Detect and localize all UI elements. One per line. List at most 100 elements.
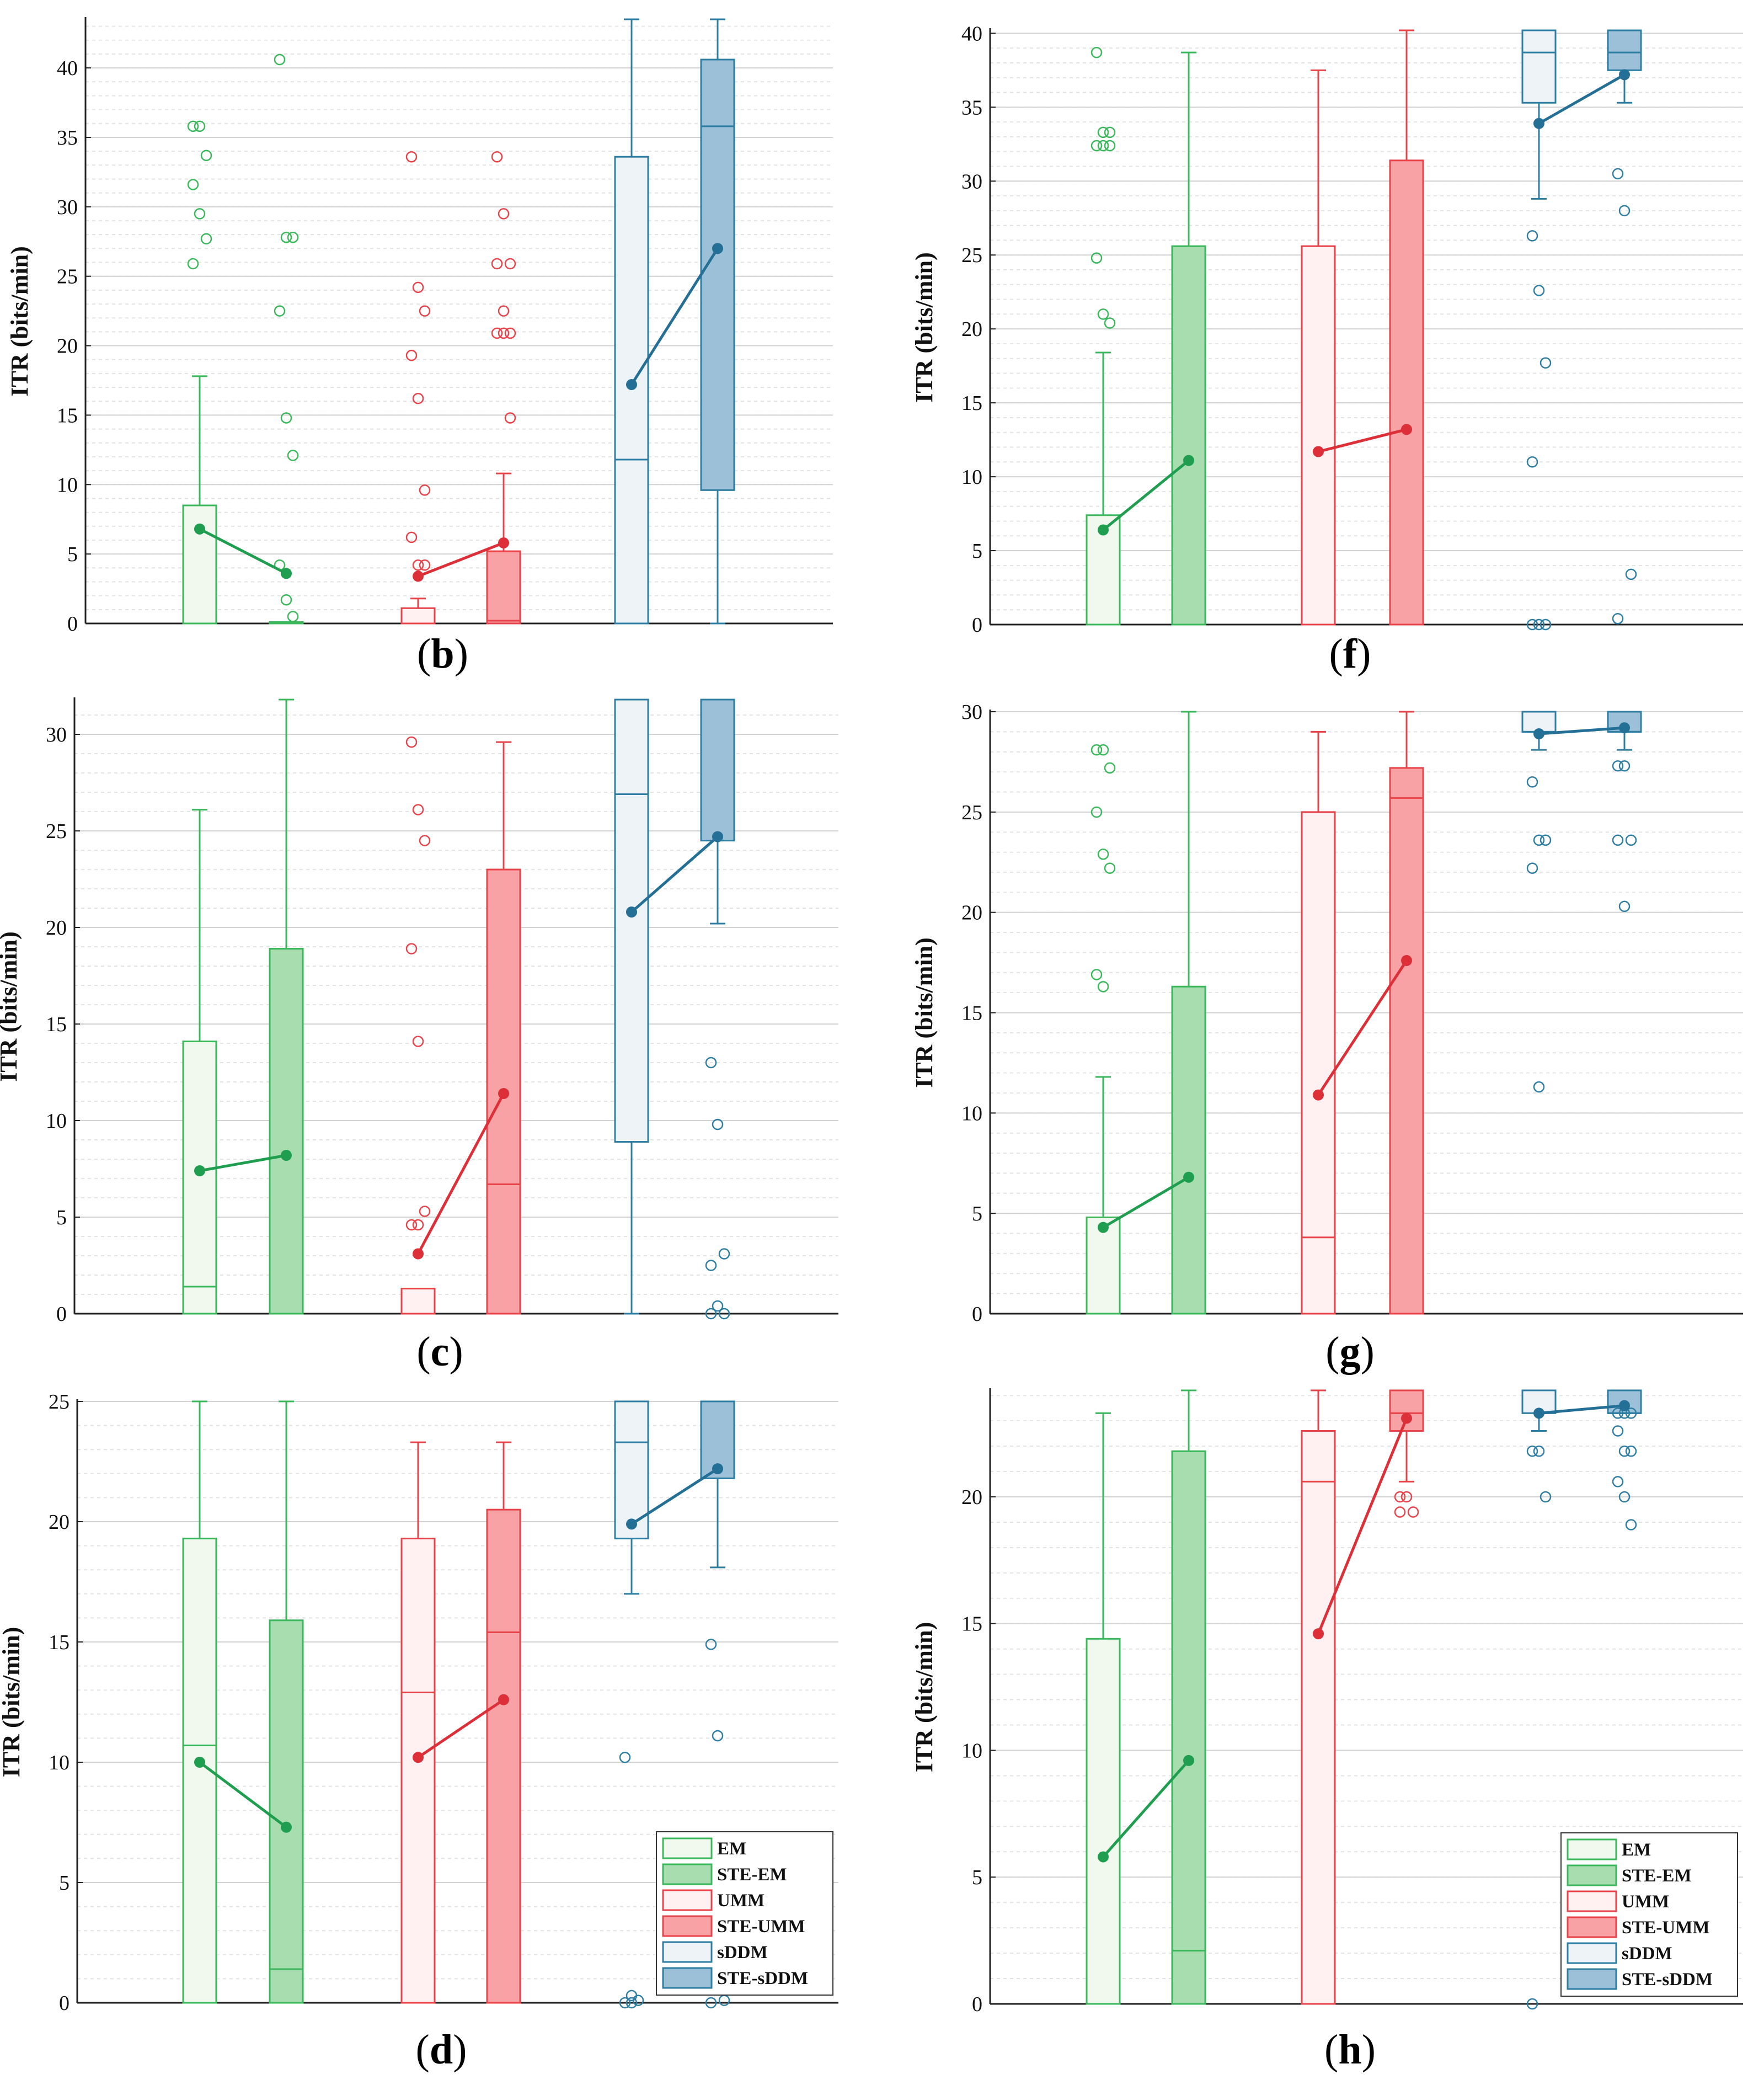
y-tick-label: 15 (57, 404, 78, 427)
outlier-point (705, 1057, 717, 1069)
y-tick-label: 15 (49, 1631, 70, 1654)
outlier-point (280, 412, 292, 424)
outlier-point (1540, 618, 1552, 631)
legend-swatch (662, 1863, 713, 1885)
mean-point (413, 1248, 424, 1260)
y-tick-label: 40 (961, 22, 982, 45)
mean-line-sDDM (630, 835, 719, 913)
mean-point (498, 537, 509, 548)
outlier-point (1625, 1407, 1637, 1419)
outlier-point (200, 150, 212, 161)
panel-letter: (d) (416, 2027, 467, 2073)
box-EM (1086, 744, 1121, 1315)
outlier-point (1612, 1476, 1624, 1487)
box-EM (1086, 1412, 1121, 2005)
y-tick-label: 10 (961, 1102, 982, 1125)
mean-point (1313, 1628, 1324, 1640)
y-tick-label: 30 (46, 723, 67, 746)
outlier-point (1407, 1506, 1419, 1518)
legend-label: STE-UMM (717, 1917, 805, 1937)
outlier-point (1394, 1491, 1406, 1503)
outlier-point (705, 1308, 717, 1320)
outlier-point (1612, 1425, 1624, 1437)
y-tick-label: 35 (57, 126, 78, 150)
box-UMM (400, 736, 436, 1315)
outlier-point (1533, 834, 1545, 846)
box-iqr (1086, 1638, 1121, 2005)
legend-swatch (1567, 1838, 1617, 1860)
box-iqr (1086, 1216, 1121, 1315)
outlier-point (504, 412, 516, 424)
outlier-point (1612, 168, 1624, 180)
box-STE-UMM (1389, 711, 1424, 1315)
outlier-point (287, 611, 299, 622)
y-tick-label: 30 (57, 196, 78, 219)
box-STE-EM (269, 54, 304, 625)
box-EM (182, 120, 217, 625)
mean-point (1183, 1171, 1194, 1183)
box-UMM (1301, 1389, 1336, 2005)
box-UMM (400, 151, 436, 625)
outlier-point (1625, 568, 1637, 580)
mean-point (498, 1088, 509, 1099)
y-tick-label: 40 (57, 57, 78, 80)
outlier-point (705, 1260, 717, 1271)
y-tick-label: 0 (972, 614, 982, 637)
mean-point (1313, 1089, 1324, 1101)
outlier-point (187, 179, 199, 190)
mean-point (626, 1518, 637, 1530)
outlier-point (712, 1300, 724, 1312)
y-tick-label: 0 (972, 1993, 982, 2016)
outlier-point (1097, 980, 1109, 993)
mean-line-EM (1102, 459, 1190, 531)
mean-point (626, 379, 637, 391)
box-STE-EM (1171, 711, 1206, 1315)
box-STE-EM (1171, 1389, 1206, 2005)
outlier-point (1526, 456, 1538, 468)
box-iqr (614, 156, 649, 625)
outlier-point (1618, 205, 1631, 217)
outlier-point (405, 151, 418, 163)
y-axis-label: ITR (bits/min) (6, 246, 33, 397)
outlier-point (1612, 613, 1624, 625)
mean-point (281, 1150, 292, 1161)
box-iqr (269, 1619, 304, 2004)
outlier-point (1540, 1491, 1552, 1503)
legend-swatch (662, 1915, 713, 1937)
box-iqr (1521, 1389, 1557, 1414)
box-iqr (614, 698, 649, 1143)
outlier-point (194, 208, 206, 220)
legend-label: STE-UMM (1622, 1918, 1710, 1938)
outlier-point (1091, 969, 1103, 980)
y-tick-label: 35 (961, 96, 982, 119)
outlier-point (405, 736, 418, 748)
outlier-point (280, 231, 292, 243)
mean-line-EM (1102, 1759, 1190, 1858)
outlier-point (498, 305, 510, 317)
mean-line-sDDM (1538, 726, 1625, 735)
box-iqr (1389, 159, 1424, 626)
outlier-point (1618, 760, 1631, 772)
y-tick-label: 5 (972, 1866, 982, 1889)
mean-point (498, 1694, 509, 1705)
outlier-point (705, 1639, 717, 1650)
outlier-point (412, 1219, 424, 1231)
outlier-point (705, 1997, 717, 2009)
y-tick-label: 25 (57, 265, 78, 289)
outlier-point (200, 233, 212, 244)
y-tick-label: 5 (67, 543, 78, 566)
y-axis-label: ITR (bits/min) (0, 1627, 25, 1778)
outlier-point (274, 305, 286, 317)
y-tick-label: 10 (961, 466, 982, 489)
outlier-point (1097, 308, 1109, 320)
outlier-point (274, 54, 286, 66)
box-iqr (182, 1041, 217, 1315)
panel-h: 0 5 10 15 20 ITR (bits/min) (h) EM STE-EM UMM STE-… (911, 1388, 1743, 2073)
y-tick-label: 30 (961, 170, 982, 193)
y-tick-label: 25 (49, 1390, 70, 1414)
y-tick-label: 20 (57, 335, 78, 358)
mean-line-sDDM (1538, 73, 1626, 125)
outlier-point (1526, 1446, 1538, 1457)
outlier-point (1091, 140, 1103, 152)
